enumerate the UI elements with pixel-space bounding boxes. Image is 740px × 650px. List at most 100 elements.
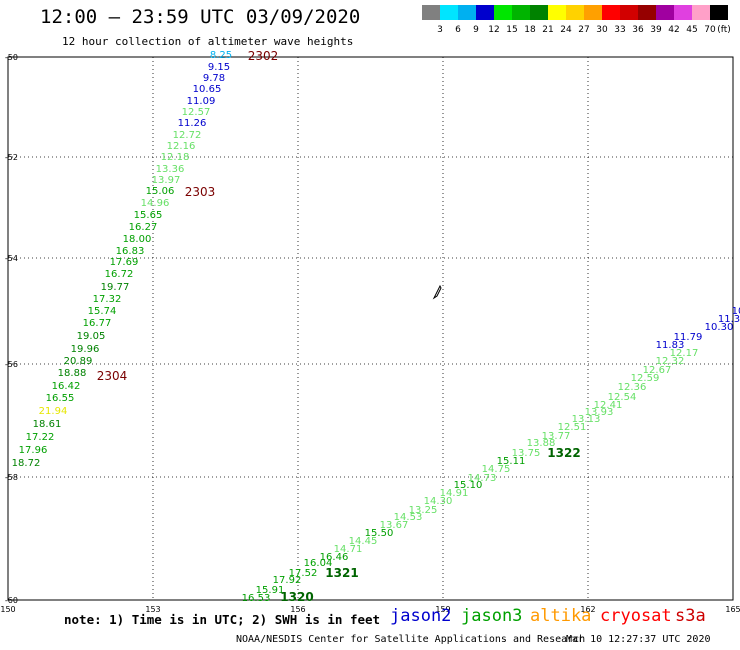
footer-note: note: 1) Time is in UTC; 2) SWH is in fe… [64,612,381,627]
legend-swatch [512,5,530,20]
legend-swatch [566,5,584,20]
map-title: 12:00 — 23:59 UTC 03/09/2020 [40,6,361,28]
legend-swatch [458,5,476,20]
wave-height-label: 16.27 [129,222,158,233]
track-time-label: 1321 [325,566,358,580]
legend-tick-label: 39 [650,25,662,35]
wave-height-label: 11.79 [674,332,703,343]
legend-tick-label: 27 [578,25,589,35]
legend-swatch [422,5,440,20]
wave-height-label: 11.26 [178,118,207,129]
legend-tick-label: 42 [668,25,679,35]
legend-tick-label: 3 [437,25,443,35]
wave-height-label: 11.09 [187,96,216,107]
wave-height-label: 14.73 [468,473,497,484]
wave-height-label: 11.83 [656,340,685,351]
legend-tick-label: 70 [704,25,716,35]
wave-height-label: 18.61 [33,419,62,430]
legend-tick-label: 45 [686,25,697,35]
legend-tick-label: 12 [488,25,499,35]
wave-height-label: 12.18 [161,152,190,163]
wave-height-label: 12.59 [631,373,660,384]
wave-height-label: 16.83 [116,246,145,257]
wave-height-label: 16.53 [242,593,271,604]
legend-unit-label: (ft) [717,25,731,35]
wave-height-label: 12.67 [643,365,672,376]
latitude-tick-label: -58 [5,473,18,482]
wave-height-label: 10.30 [705,322,734,333]
wave-height-label: 13.77 [542,431,571,442]
satellite-jason2-label: jason2 [390,606,452,626]
longitude-tick-label: 150 [0,605,15,614]
wave-height-label: 17.52 [289,568,318,579]
wave-height-label: 12.57 [182,107,211,118]
wave-height-label: 12.17 [670,348,699,359]
wave-height-label: 20.89 [64,356,93,367]
wave-height-label: 15.74 [88,306,117,317]
wave-height-label: 16.55 [46,393,75,404]
wave-height-label: 15.06 [146,186,175,197]
legend-swatch [620,5,638,20]
wave-height-label: 12.72 [173,130,202,141]
legend-tick-label: 24 [560,25,572,35]
generated-timestamp: Mar 10 12:27:37 UTC 2020 [566,634,711,645]
track-time-label: 2304 [97,369,128,383]
wave-height-label: 15.50 [365,528,394,539]
legend-tick-label: 30 [596,25,608,35]
satellite-cryosat-label: cryosat [600,606,672,626]
legend-swatch [476,5,494,20]
legend-tick-label: 36 [632,25,644,35]
wave-height-label: 8.25 [210,50,232,61]
legend-swatch [656,5,674,20]
wave-height-label: 14.30 [424,496,453,507]
wave-height-label: 12.36 [618,382,647,393]
wave-height-label: 9.78 [203,73,225,84]
wave-height-label: 15.91 [256,585,285,596]
wave-height-label: 17.22 [26,432,55,443]
legend-swatch [440,5,458,20]
legend-tick-label: 6 [455,25,461,35]
longitude-tick-label: 159 [435,605,450,614]
wave-height-label: 13.97 [152,175,181,186]
legend-tick-label: 9 [473,25,479,35]
wave-height-label: 19.05 [77,331,106,342]
wave-height-label: 17.92 [273,575,302,586]
wave-height-label: 14.53 [394,512,423,523]
wave-height-label: 16.04 [304,558,333,569]
legend-swatch [692,5,710,20]
longitude-tick-label: 153 [145,605,160,614]
wave-height-label: 15.11 [497,456,526,467]
wave-height-label: 14.45 [349,536,378,547]
legend-tick-label: 33 [614,25,625,35]
legend-swatch [710,5,728,20]
wave-height-label: 10 [732,306,740,317]
wave-height-label: 14.91 [440,488,469,499]
wave-height-label: 12.16 [167,141,196,152]
wave-height-label: 21.94 [39,406,68,417]
wave-height-label: 17.69 [110,257,139,268]
wave-height-label: 9.15 [208,62,230,73]
latitude-tick-label: -56 [5,360,18,369]
longitude-tick-label: 156 [290,605,305,614]
island-outline [432,284,442,300]
longitude-tick-label: 162 [580,605,595,614]
track-time-label: 1322 [547,446,580,460]
wave-height-label: 13.25 [409,505,438,516]
wave-height-label: 13.36 [156,164,185,175]
track-time-label: 1320 [280,590,313,604]
wave-height-label: 18.72 [12,458,41,469]
wave-height-label: 17.96 [19,445,48,456]
wave-height-label: 16.77 [83,318,112,329]
legend-swatch [602,5,620,20]
satellite-jason3-label: jason3 [461,606,523,626]
latitude-tick-label: -52 [5,153,18,162]
legend-swatch [638,5,656,20]
wave-height-label: 19.96 [71,344,100,355]
wave-height-label: 16.42 [52,381,81,392]
credit-text: NOAA/NESDIS Center for Satellite Applica… [236,634,586,645]
legend-tick-label: 21 [542,25,553,35]
wave-height-label: 13.13 [572,414,601,425]
color-legend: 3 6 9 12 15 18 21 24 27 30 33 36 39 42 45 70 (ft) [422,5,731,35]
wave-height-label: 12.51 [558,422,587,433]
track-time-label: 2302 [248,49,279,63]
